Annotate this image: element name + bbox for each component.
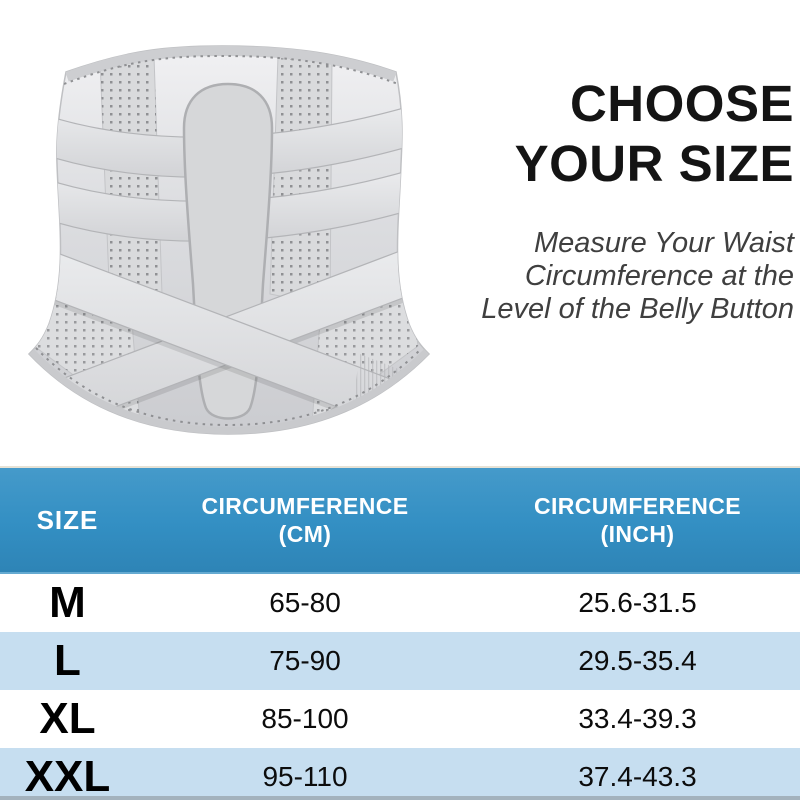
table-row-l: L 75-90 29.5-35.4 <box>0 632 800 690</box>
column-header-circumference-inch: CIRCUMFERENCE (INCH) <box>475 492 800 548</box>
inch-cell: 29.5-35.4 <box>578 645 697 676</box>
size-cell: M <box>49 578 86 627</box>
subtitle-line2: Circumference at the <box>524 260 794 292</box>
size-cell: XXL <box>24 752 111 800</box>
measuring-instructions: Measure Your Waist Circumference at the … <box>481 227 794 326</box>
page-title-line1: CHOOSE <box>569 75 794 132</box>
page-title-line2: YOUR SIZE <box>514 135 794 192</box>
column-header-size-label: SIZE <box>36 505 99 535</box>
inch-cell: 33.4-39.3 <box>578 703 697 734</box>
back-brace-illustration <box>27 45 431 435</box>
image-bottom-edge <box>0 796 800 800</box>
belt-bottom-stitch-band <box>29 347 429 434</box>
table-row-xl: XL 85-100 33.4-39.3 <box>0 690 800 748</box>
column-header-inch-line2: (INCH) <box>600 521 675 547</box>
cm-cell: 85-100 <box>261 703 349 734</box>
column-header-inch-line1: CIRCUMFERENCE <box>533 493 742 519</box>
belt-top-stitch-band <box>63 46 399 85</box>
inch-cell: 37.4-43.3 <box>578 761 697 792</box>
size-table-header: SIZE CIRCUMFERENCE (CM) CIRCUMFERENCE (I… <box>0 466 800 574</box>
table-row-m: M 65-80 25.6-31.5 <box>0 574 800 632</box>
subtitle-line3: Level of the Belly Button <box>481 293 794 325</box>
subtitle-line1: Measure Your Waist <box>533 227 794 259</box>
headline-block: CHOOSE YOUR SIZE Measure Your Waist Circ… <box>481 74 794 326</box>
size-table: SIZE CIRCUMFERENCE (CM) CIRCUMFERENCE (I… <box>0 466 800 800</box>
product-image-back-brace <box>8 22 444 440</box>
column-header-size: SIZE <box>0 506 135 534</box>
table-row-xxl: XXL 95-110 37.4-43.3 <box>0 748 800 800</box>
cm-cell: 65-80 <box>269 587 341 618</box>
column-header-cm-line2: (CM) <box>278 521 332 547</box>
size-cell: L <box>54 636 81 685</box>
column-header-circumference-cm: CIRCUMFERENCE (CM) <box>135 492 475 548</box>
cm-cell: 75-90 <box>269 645 341 676</box>
size-cell: XL <box>39 694 96 743</box>
cm-cell: 95-110 <box>262 761 348 792</box>
inch-cell: 25.6-31.5 <box>578 587 697 618</box>
column-header-cm-line1: CIRCUMFERENCE <box>201 493 409 519</box>
